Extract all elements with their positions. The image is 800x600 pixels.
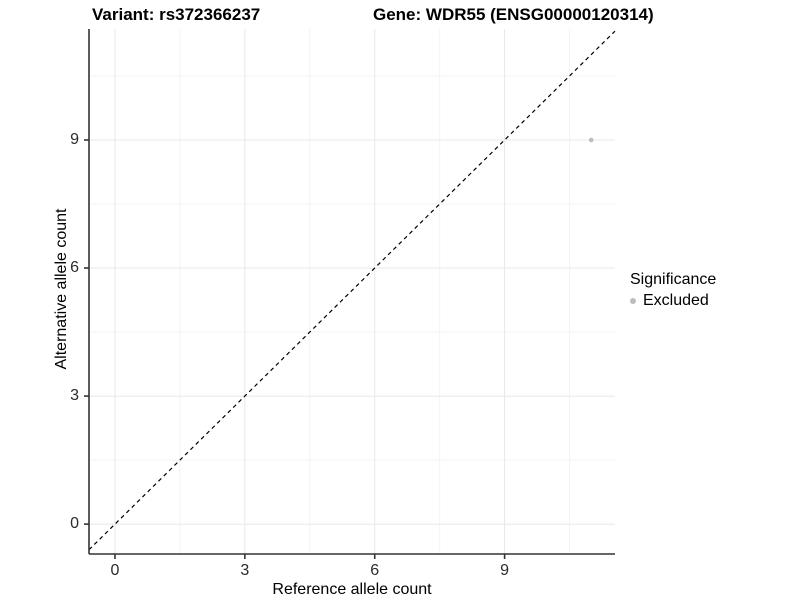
identity-line [88,30,616,551]
data-point [588,137,594,143]
x-tick-label: 3 [240,562,250,579]
x-tick-label: 9 [500,562,510,579]
y-tick-label: 6 [70,259,79,277]
gene-title: Gene: WDR55 (ENSG00000120314) [373,5,654,24]
variant-title: Variant: rs372366237 [92,5,261,24]
x-tick-label: 0 [110,562,120,579]
x-axis-title: Reference allele count [272,581,432,598]
y-tick-label: 3 [70,387,79,405]
y-axis-title: Alternative allele count [53,208,70,370]
legend: Significance Excluded [630,271,716,310]
y-tick-label: 9 [70,130,79,148]
legend-key-dot-icon [630,298,636,304]
legend-entry: Excluded [630,292,716,310]
legend-title: Significance [630,271,717,288]
x-tick-label: 6 [370,562,380,579]
legend-entry-label: Excluded [643,292,709,309]
y-tick-label: 0 [70,515,79,533]
legend-entries: Excluded [630,292,716,310]
